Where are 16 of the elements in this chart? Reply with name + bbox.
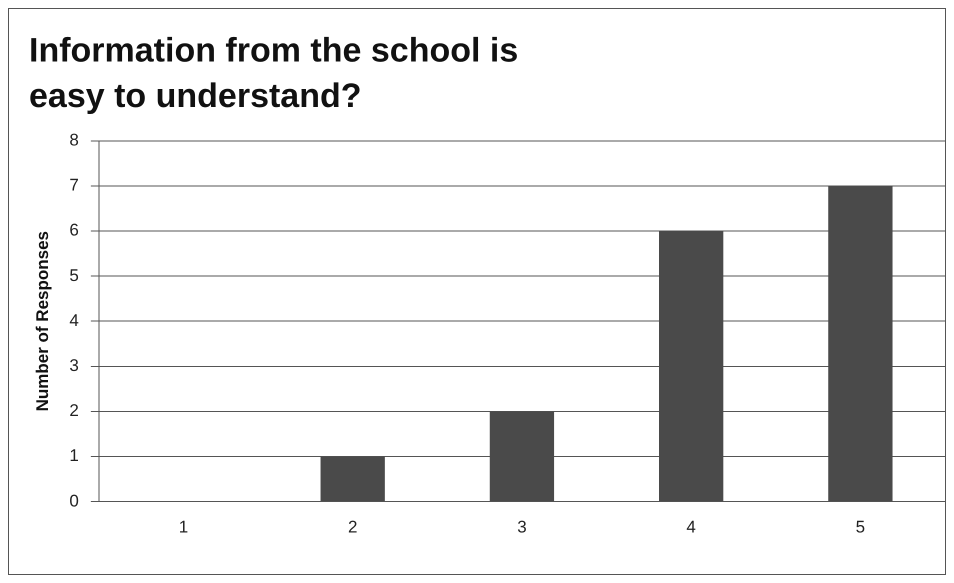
y-axis-title: Number of Responses [32,230,52,412]
y-tick-label: 2 [69,401,79,420]
y-tick-label: 8 [69,130,79,150]
y-tick-label: 3 [69,356,79,375]
y-tick-label: 0 [69,491,79,510]
y-tick-label: 1 [69,446,79,466]
y-tick-label: 7 [69,176,79,195]
y-tick-label: 6 [69,220,79,240]
chart-title: Information from the school is easy to understand? [29,31,518,116]
y-tick-label: 5 [69,266,79,285]
x-tick-label: 4 [686,517,696,536]
x-tick-label: 5 [856,517,866,536]
x-tick-label: 1 [178,517,188,536]
y-tick-label: 4 [69,310,79,330]
x-tick-label: 3 [517,517,527,536]
x-tick-label: 2 [348,517,358,536]
